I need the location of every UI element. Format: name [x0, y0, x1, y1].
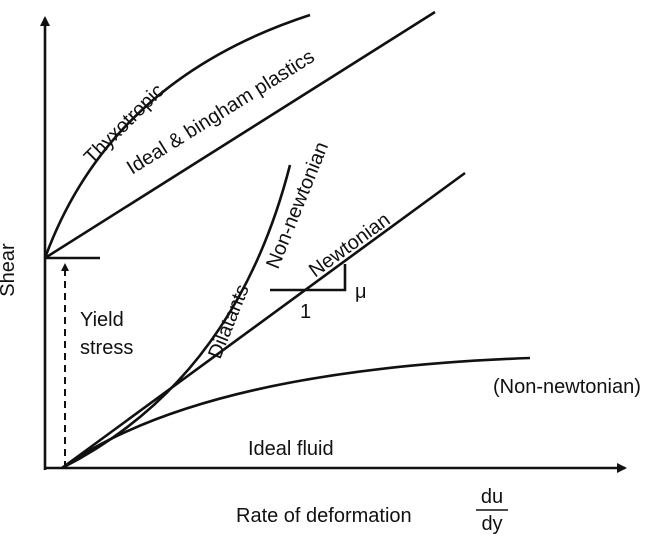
bingham-label: Ideal & bingham plastics — [123, 46, 319, 180]
slope-triangle — [270, 264, 347, 292]
newtonian-label: Newtonian — [305, 209, 394, 282]
yield-label-2: stress — [80, 337, 133, 359]
newtonian-line — [61, 171, 466, 470]
non-newtonian-curve — [61, 356, 531, 470]
bingham-line — [44, 10, 436, 260]
x-fraction-bottom: dy — [481, 513, 502, 535]
dilatants-label: Dilatants — [204, 281, 254, 361]
slope-rise: μ — [355, 281, 367, 303]
non-newtonian-lower-label: (Non-newtonian) — [493, 376, 641, 398]
yield-label-1: Yield — [80, 309, 124, 331]
x-fraction-top: du — [481, 486, 503, 508]
thyxotropic-curve — [43, 13, 311, 259]
y-label: Shear — [0, 243, 19, 297]
slope-run: 1 — [300, 301, 311, 323]
ideal-fluid-label: Ideal fluid — [248, 438, 334, 460]
x-label: Rate of deformation — [236, 505, 412, 527]
